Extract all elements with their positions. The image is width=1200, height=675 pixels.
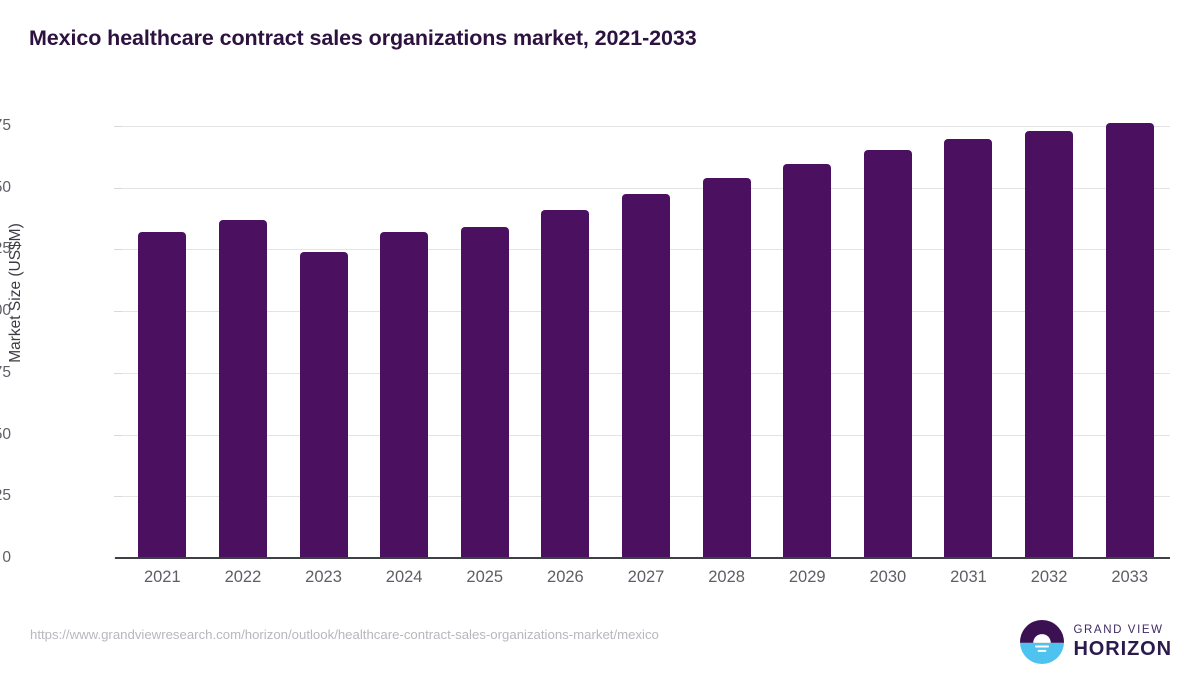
bar-group[interactable]: 2024 [380, 106, 429, 586]
x-tick-label: 2032 [1030, 568, 1068, 586]
bar[interactable] [1025, 130, 1074, 558]
y-tick-mark [114, 125, 122, 127]
bar-group[interactable]: 2031 [944, 106, 993, 586]
x-axis-line [115, 557, 1170, 559]
bar-group[interactable]: 2032 [1025, 106, 1074, 586]
x-tick-label: 2022 [224, 568, 262, 586]
x-tick-label: 2031 [950, 568, 987, 586]
bar[interactable] [702, 177, 751, 558]
bar[interactable] [944, 139, 993, 558]
x-tick-label: 2028 [708, 568, 745, 586]
brand-name-top: GRAND VIEW [1073, 623, 1164, 636]
y-tick-label: 100 [0, 302, 11, 319]
page-title: Mexico healthcare contract sales organiz… [29, 26, 697, 50]
x-tick-label: 2025 [466, 568, 504, 586]
bar[interactable] [863, 150, 912, 558]
x-tick-label: 2033 [1111, 568, 1149, 586]
bar[interactable] [622, 193, 670, 558]
bar[interactable] [138, 231, 187, 558]
bar-group[interactable]: 2021 [138, 106, 187, 586]
x-tick-label: 2030 [869, 568, 907, 586]
gridline [122, 187, 1170, 189]
bar-group[interactable]: 2029 [783, 106, 832, 586]
y-tick-label: 50 [0, 425, 11, 443]
brand-name-bottom: HORIZON [1073, 638, 1172, 661]
x-tick-label: 2029 [788, 568, 826, 586]
bar-group[interactable]: 2033 [1105, 106, 1154, 586]
bar[interactable] [380, 231, 429, 558]
source-url[interactable]: https://www.grandviewresearch.com/horizo… [30, 627, 659, 642]
bar[interactable] [299, 251, 348, 558]
brand-logo[interactable]: GRAND VIEW HORIZON [1020, 620, 1172, 664]
bar-group[interactable]: 2030 [863, 106, 912, 586]
horizon-sun-circle-icon [1020, 620, 1065, 664]
bar[interactable] [783, 164, 832, 558]
y-tick-mark [114, 311, 122, 312]
bar[interactable] [460, 227, 509, 558]
y-tick-mark [114, 249, 122, 251]
bar-group[interactable]: 2026 [541, 106, 590, 586]
bar-series: 2021 2022 2023 2024 2025 2026 2027 2028 2029 2030… [122, 106, 1170, 586]
gridline [122, 125, 1170, 127]
plot-area: 2021 2022 2023 2024 2025 2026 2027 2028 2029 2030… [122, 106, 1170, 586]
bar[interactable] [541, 209, 590, 558]
bar-group[interactable]: 2025 [460, 106, 509, 586]
y-tick-mark [114, 187, 122, 189]
y-tick-mark [114, 372, 122, 374]
y-tick-label: 0 [2, 549, 11, 566]
y-tick-label: 75 [0, 363, 11, 381]
x-tick-label: 2023 [305, 568, 342, 586]
bar-group[interactable]: 2022 [218, 106, 267, 586]
x-tick-label: 2024 [385, 568, 423, 586]
y-tick-mark [114, 496, 122, 498]
y-tick-label: 25 [0, 487, 11, 505]
y-tick-label: 150 [0, 178, 11, 196]
bar[interactable] [218, 219, 267, 558]
brand-wordmark: GRAND VIEW HORIZON [1073, 623, 1172, 661]
bar-group[interactable]: 2023 [299, 106, 348, 586]
y-tick-mark [114, 434, 122, 436]
x-tick-label: 2026 [547, 568, 584, 586]
x-tick-label: 2021 [143, 568, 181, 586]
y-tick-label: 125 [0, 240, 11, 258]
bar[interactable] [1105, 123, 1154, 558]
bar-group[interactable]: 2027 [622, 106, 670, 586]
y-tick-label: 175 [0, 116, 11, 134]
bar-group[interactable]: 2028 [702, 106, 751, 586]
x-tick-label: 2027 [627, 568, 665, 586]
